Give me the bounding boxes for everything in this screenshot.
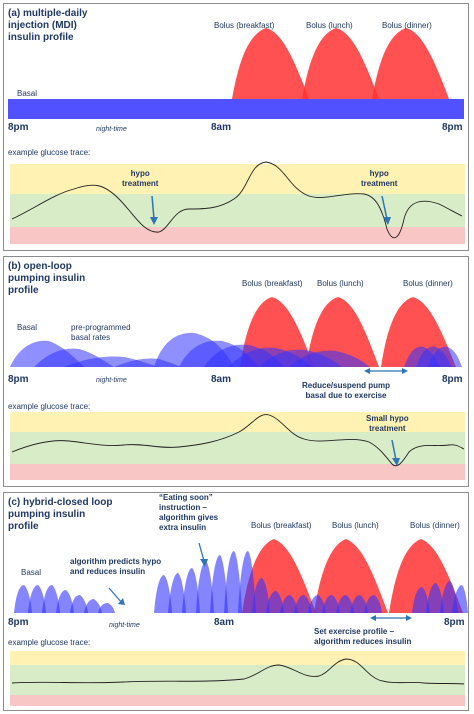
target-band [10, 432, 465, 464]
basal-spikes [14, 551, 468, 613]
panel-b-title: (b) open-loop pumping insulin profile [8, 261, 86, 296]
glucose-trace-label: example glucose trace: [8, 148, 91, 157]
glucose-trace [11, 414, 465, 467]
bolus-lunch-shape [302, 28, 379, 99]
bolus-lunch-label: Bolus (lunch) [306, 21, 353, 30]
hypo-arrow-2 [381, 195, 388, 220]
eating-arrow [198, 542, 205, 562]
time-8pm-end: 8pm [442, 122, 463, 133]
hypo-arrowhead-2 [383, 217, 391, 225]
high-band [10, 412, 465, 432]
small-hypo-label: Small hypo treatment [366, 414, 409, 433]
hypo-arrowhead-1 [150, 217, 158, 225]
bolus-dinner-label: Bolus (dinner) [410, 521, 460, 530]
bolus-breakfast-label: Bolus (breakfast) [242, 279, 303, 288]
bolus-dinner-shape [372, 28, 449, 99]
predict-hypo-label: algorithm predicts hypo and reduces insu… [70, 557, 162, 576]
bolus-dinner-label: Bolus (dinner) [382, 21, 432, 30]
basal-label: Basal [21, 568, 42, 577]
preprogrammed-basal-label: pre-programmed basal rates [71, 323, 131, 342]
basal-label: Basal [17, 323, 38, 332]
bolus-lunch-label: Bolus (lunch) [332, 521, 379, 530]
target-band [10, 194, 465, 227]
time-8am: 8am [211, 374, 232, 385]
bolus-breakfast-label: Bolus (breakfast) [214, 21, 275, 30]
glucose-trace-label: example glucose trace: [8, 638, 91, 647]
bolus-breakfast-shape [232, 28, 309, 99]
basal-humps [10, 332, 462, 367]
time-8pm-end: 8pm [442, 374, 463, 385]
high-band [10, 164, 465, 194]
time-8pm-end: 8pm [444, 617, 465, 628]
time-8pm-start: 8pm [8, 374, 29, 385]
glucose-trace [11, 161, 463, 239]
panel-c-title: (c) hybrid-closed loop pumping insulin p… [8, 497, 113, 532]
glucose-trace-label: example glucose trace: [8, 402, 91, 411]
panel-open-loop: (b) open-loop pumping insulin profile [3, 256, 469, 487]
basal-bar [8, 99, 464, 119]
hypo-arrow-1 [151, 195, 155, 220]
panel-hybrid-closed-loop: (c) hybrid-closed loop pumping insulin p… [3, 492, 469, 711]
bolus-breakfast-label: Bolus (breakfast) [251, 521, 312, 530]
low-band [10, 227, 465, 244]
high-band [10, 651, 465, 665]
time-8pm-start: 8pm [8, 122, 29, 133]
basal-label: Basal [17, 89, 38, 98]
predict-arrow [108, 587, 123, 604]
panel-b-graphic [10, 297, 465, 480]
night-time-label: night-time [96, 126, 127, 133]
hypo-arrow [391, 439, 397, 461]
panel-mdi: (a) multiple-daily injection (MDI) insul… [3, 3, 469, 251]
night-time-label: night-time [96, 377, 127, 384]
bolus-lunch-shape [314, 539, 388, 613]
panel-c-graphic [10, 539, 468, 706]
exercise-profile-label: Set exercise profile – algorithm reduces… [314, 627, 412, 646]
bolus-lunch-label: Bolus (lunch) [317, 279, 364, 288]
bolus-lunch-shape [306, 297, 379, 367]
hypo-treatment-label-1: hypo treatment [122, 169, 159, 188]
panel-a-graphic [8, 28, 465, 244]
eating-soon-label: “Eating soon” instruction – algorithm gi… [159, 493, 219, 532]
bolus-dinner-label: Bolus (dinner) [403, 279, 453, 288]
panel-a-title: (a) multiple-daily injection (MDI) insul… [8, 8, 88, 43]
low-band [10, 695, 465, 706]
time-8pm-start: 8pm [8, 617, 29, 628]
exercise-reduction-label: Reduce/suspend pump basal due to exercis… [302, 381, 391, 400]
time-8am: 8am [214, 617, 235, 628]
glucose-trace [11, 658, 465, 685]
night-time-label: night-time [109, 622, 140, 629]
hypo-treatment-label-2: hypo treatment [361, 169, 398, 188]
time-8am: 8am [211, 122, 232, 133]
low-band [10, 464, 465, 480]
